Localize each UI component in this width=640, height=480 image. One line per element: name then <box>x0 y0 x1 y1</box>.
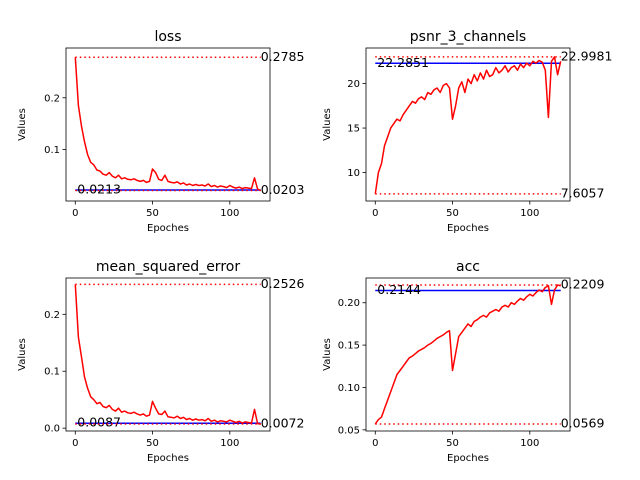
y-tick-label: 0.2 <box>44 310 60 321</box>
series-line <box>374 56 562 194</box>
x-tick-label: 0 <box>372 208 378 219</box>
x-tick-label: 100 <box>520 438 539 449</box>
reference-value-label: 0.2209 <box>561 277 605 292</box>
y-tick-label: 0.1 <box>44 367 60 378</box>
x-axis-label: Epoches <box>147 223 189 234</box>
reference-value-label: 0.0072 <box>261 416 305 431</box>
reference-value-label: 22.2851 <box>377 55 429 70</box>
y-axis-label: Values <box>322 108 333 141</box>
reference-value-label: 0.2785 <box>261 49 305 64</box>
reference-value-label: 0.0569 <box>561 415 605 430</box>
x-tick-label: 50 <box>446 438 459 449</box>
series-line <box>74 284 261 425</box>
y-tick-label: 0.20 <box>338 298 360 309</box>
y-tick-label: 0.2 <box>44 93 60 104</box>
y-tick-label: 0.15 <box>338 341 360 352</box>
reference-value-label: 22.9981 <box>561 48 613 63</box>
subplot-4: acc 0 50 100 0.05 0.10 0.15 0.20 Epoches Values 0.… <box>322 259 605 464</box>
y-tick-label: 0.05 <box>338 425 360 436</box>
x-tick-label: 100 <box>220 208 239 219</box>
y-axis-label: Values <box>322 338 333 371</box>
reference-value-label: 0.2144 <box>377 282 421 297</box>
x-tick-label: 100 <box>520 208 539 219</box>
x-tick-label: 0 <box>372 438 378 449</box>
axes-frame <box>365 277 571 432</box>
y-axis-label: Values <box>17 108 28 141</box>
y-tick-label: 15 <box>347 124 360 135</box>
subplot-3: mean_squared_error 0 50 100 0.0 0.1 0.2 Epoches… <box>17 259 305 464</box>
x-axis-label: Epoches <box>447 453 489 464</box>
reference-value-label: 0.2526 <box>261 276 305 291</box>
axes-frame <box>65 47 271 202</box>
subplot-1: loss 0 50 100 0.1 0.2 Epoches Values 0.2785 0.021… <box>17 29 304 234</box>
x-tick-label: 50 <box>146 438 159 449</box>
x-tick-label: 0 <box>72 438 78 449</box>
axes-frame <box>65 277 271 432</box>
y-tick-label: 0.1 <box>44 145 60 156</box>
x-tick-label: 50 <box>446 208 459 219</box>
reference-value-label: 0.0087 <box>77 415 121 430</box>
series-line <box>374 284 561 425</box>
reference-value-label: 0.0213 <box>77 182 121 197</box>
y-tick-label: 0.0 <box>44 424 60 435</box>
chart-title: loss <box>154 29 181 45</box>
y-tick-label: 20 <box>347 79 360 90</box>
y-tick-label: 10 <box>347 168 360 179</box>
x-axis-label: Epoches <box>147 453 189 464</box>
y-tick-label: 0.10 <box>338 383 360 394</box>
chart-title: psnr_3_channels <box>410 29 526 45</box>
reference-value-label: 7.6057 <box>561 185 605 200</box>
chart-title: acc <box>456 259 480 275</box>
chart-title: mean_squared_error <box>96 259 240 275</box>
subplot-2: psnr_3_channels 0 50 100 10 15 20 Epoches Values… <box>322 29 612 234</box>
x-tick-label: 0 <box>72 208 78 219</box>
x-tick-label: 100 <box>220 438 239 449</box>
x-tick-label: 50 <box>146 208 159 219</box>
x-axis-label: Epoches <box>447 223 489 234</box>
series-line <box>74 57 262 192</box>
y-axis-label: Values <box>17 338 28 371</box>
reference-value-label: 0.0203 <box>261 182 305 197</box>
axes-frame <box>365 47 571 202</box>
